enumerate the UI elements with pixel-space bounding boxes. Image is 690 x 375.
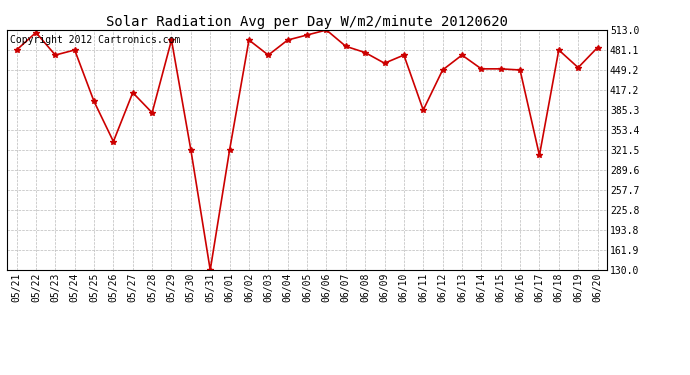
Title: Solar Radiation Avg per Day W/m2/minute 20120620: Solar Radiation Avg per Day W/m2/minute … [106,15,508,29]
Text: Copyright 2012 Cartronics.com: Copyright 2012 Cartronics.com [10,35,180,45]
